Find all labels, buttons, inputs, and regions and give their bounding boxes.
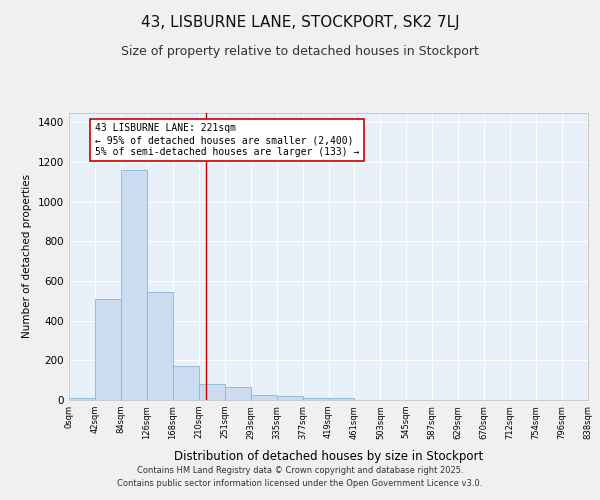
- Bar: [225, 387, 251, 400]
- Text: Contains HM Land Registry data © Crown copyright and database right 2025.
Contai: Contains HM Land Registry data © Crown c…: [118, 466, 482, 487]
- Text: 43, LISBURNE LANE, STOCKPORT, SK2 7LJ: 43, LISBURNE LANE, STOCKPORT, SK2 7LJ: [140, 15, 460, 30]
- Bar: [95, 299, 121, 400]
- Bar: [302, 398, 329, 400]
- Bar: [329, 398, 355, 400]
- Bar: [121, 170, 147, 400]
- Bar: [173, 366, 199, 400]
- Bar: [277, 396, 302, 400]
- Text: Size of property relative to detached houses in Stockport: Size of property relative to detached ho…: [121, 45, 479, 58]
- Y-axis label: Number of detached properties: Number of detached properties: [22, 174, 32, 338]
- X-axis label: Distribution of detached houses by size in Stockport: Distribution of detached houses by size …: [174, 450, 483, 463]
- Bar: [69, 398, 95, 400]
- Bar: [251, 395, 277, 400]
- Bar: [147, 292, 173, 400]
- Text: 43 LISBURNE LANE: 221sqm
← 95% of detached houses are smaller (2,400)
5% of semi: 43 LISBURNE LANE: 221sqm ← 95% of detach…: [95, 124, 359, 156]
- Bar: [199, 384, 224, 400]
